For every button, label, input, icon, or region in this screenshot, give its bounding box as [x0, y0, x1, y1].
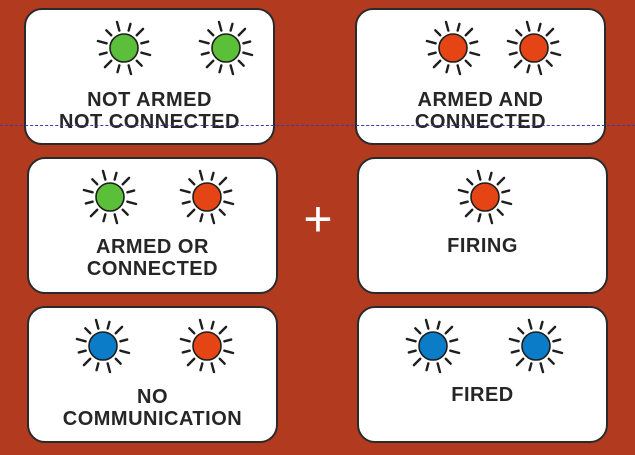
card-armed-and-connected: ARMED AND CONNECTED [355, 8, 606, 145]
state-label: NO COMMUNICATION [29, 386, 276, 430]
status-light-icon [82, 169, 138, 225]
state-label: FIRING [359, 235, 606, 257]
status-light-icon [198, 20, 254, 76]
lights-row [29, 308, 276, 388]
status-light-icon [96, 20, 152, 76]
card-fired: FIRED [357, 306, 608, 443]
lights-row [359, 159, 606, 239]
lights-row [357, 10, 604, 90]
card-armed-or-connected: ARMED OR CONNECTED [27, 157, 278, 294]
state-label-line: FIRED [451, 384, 514, 406]
lights-row [29, 159, 276, 239]
state-label-line: NO [137, 386, 168, 408]
plus-sign: + [303, 191, 333, 247]
status-light-icon [405, 318, 461, 374]
status-light-icon [179, 318, 235, 374]
state-label-line: NOT CONNECTED [59, 111, 240, 133]
status-light-icon [508, 318, 564, 374]
state-label: ARMED OR CONNECTED [29, 236, 276, 280]
card-not-armed: NOT ARMED NOT CONNECTED [24, 8, 275, 145]
state-label-line: CONNECTED [86, 258, 219, 280]
state-label-line: FIRING [447, 235, 518, 257]
state-label-line: ARMED OR [96, 236, 209, 258]
card-no-communication: NO COMMUNICATION [27, 306, 278, 443]
lights-row [26, 10, 273, 90]
state-label: ARMED AND CONNECTED [357, 89, 604, 133]
state-label-line: COMMUNICATION [62, 408, 243, 430]
state-label: FIRED [359, 384, 606, 406]
state-label-line: CONNECTED [414, 111, 547, 133]
state-label: NOT ARMED NOT CONNECTED [26, 89, 273, 133]
status-light-icon [179, 169, 235, 225]
lights-row [359, 308, 606, 388]
status-light-icon [425, 20, 481, 76]
card-firing: FIRING [357, 157, 608, 294]
state-label-line: NOT ARMED [87, 89, 212, 111]
status-light-icon [457, 169, 513, 225]
state-label-line: ARMED AND [417, 89, 544, 111]
guide-line [0, 125, 635, 126]
status-light-icon [75, 318, 131, 374]
status-light-icon [506, 20, 562, 76]
